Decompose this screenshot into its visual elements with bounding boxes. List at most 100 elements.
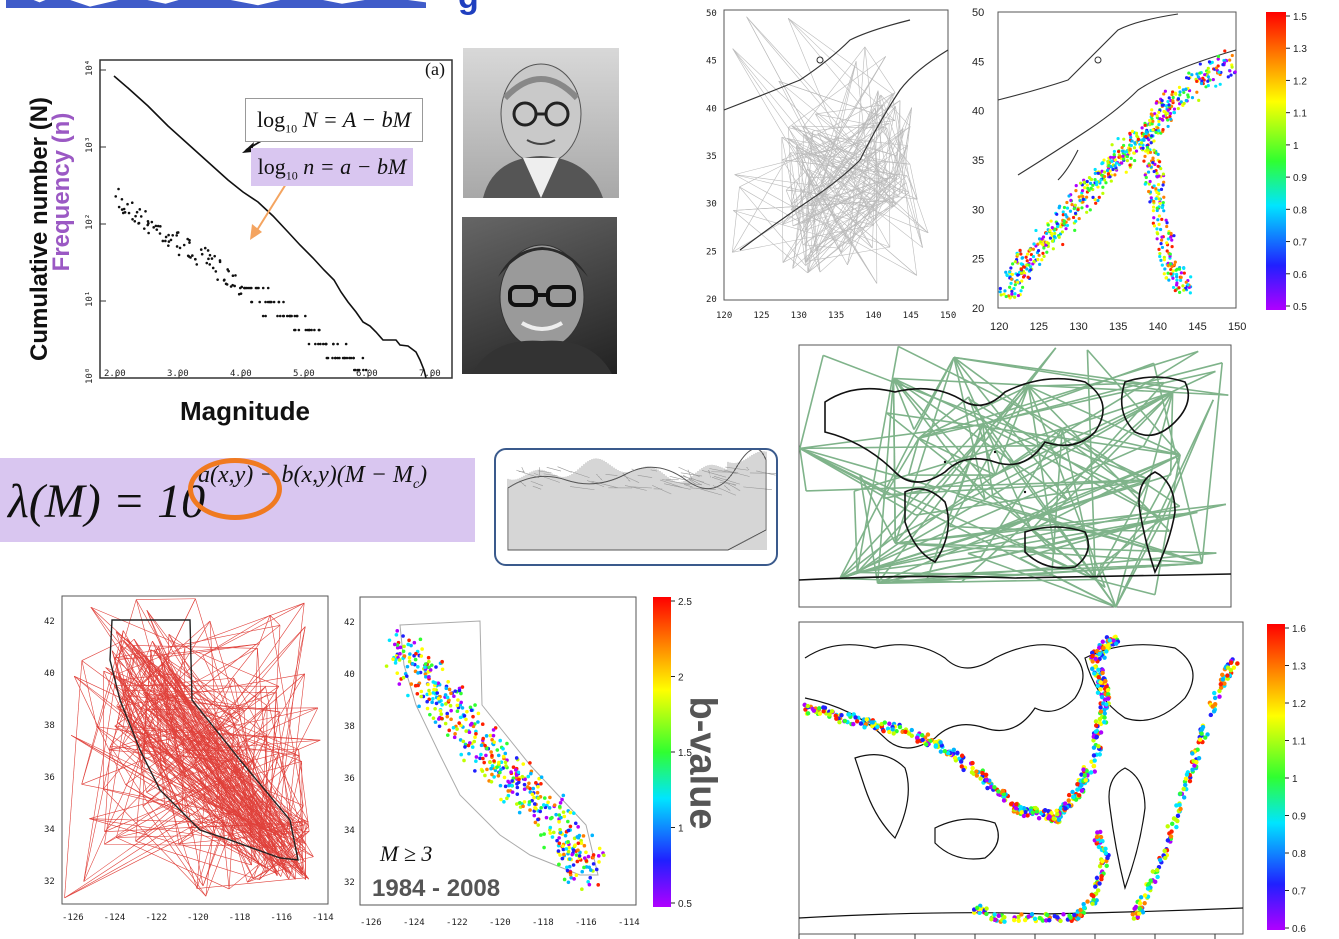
bvalue-point xyxy=(582,865,586,870)
map-xtick: 145 xyxy=(903,311,919,321)
bvalue-point xyxy=(1097,716,1103,722)
frequency-point xyxy=(210,257,214,260)
frequency-point xyxy=(231,283,234,287)
map-ytick: 25 xyxy=(972,254,984,266)
bvalue-point xyxy=(465,709,469,714)
bvalue-point xyxy=(1031,254,1036,259)
bvalue-point xyxy=(1152,199,1156,203)
bvalue-point xyxy=(1087,175,1092,180)
bvalue-point xyxy=(1113,641,1119,646)
bvalue-point xyxy=(1007,270,1012,274)
bvalue-point xyxy=(473,703,477,707)
bvalue-point xyxy=(1141,146,1145,150)
bvalue-point xyxy=(536,796,541,800)
bvalue-point xyxy=(1083,186,1087,190)
bvalue-point xyxy=(1097,881,1102,886)
bvalue-point xyxy=(479,752,483,757)
map-xtick: -118 xyxy=(532,918,554,928)
frequency-point xyxy=(133,220,137,223)
bvalue-point xyxy=(1150,869,1155,874)
bvalue-point xyxy=(542,845,546,850)
colorbar-label: 1.2 xyxy=(1292,699,1306,710)
bvalue-point xyxy=(453,689,458,693)
bvalue-point xyxy=(416,664,420,669)
bvalue-point xyxy=(887,721,892,726)
frequency-point xyxy=(278,314,282,318)
bvalue-point xyxy=(564,847,569,851)
law-frequency-sub: 10 xyxy=(285,168,298,183)
bvalue-point xyxy=(1072,912,1077,918)
bvalue-point xyxy=(1179,100,1183,104)
bvalue-point xyxy=(575,835,580,839)
bvalue-point xyxy=(1096,185,1100,189)
bvalue-point xyxy=(1216,54,1221,58)
bvalue-point xyxy=(532,813,537,818)
bvalue-point xyxy=(1186,283,1190,287)
xlabel-magnitude: Magnitude xyxy=(180,396,310,426)
bvalue-point xyxy=(1013,292,1017,296)
bvalue-point xyxy=(1104,684,1109,689)
frequency-point xyxy=(135,210,139,214)
frequency-point xyxy=(152,226,155,229)
bvalue-point xyxy=(448,703,453,708)
frequency-point xyxy=(205,261,209,265)
bvalue-point xyxy=(561,793,566,798)
bvalue-point xyxy=(426,675,431,679)
bvalue-point xyxy=(588,875,593,880)
bvalue-point xyxy=(1151,119,1155,123)
bvalue-point xyxy=(890,727,895,732)
bvalue-point xyxy=(558,804,562,809)
bvalue-point xyxy=(1132,906,1137,911)
bvalue-point xyxy=(817,711,823,716)
bvalue-point xyxy=(1151,209,1156,213)
bvalue-point xyxy=(525,785,530,789)
bvalue-point xyxy=(401,675,406,680)
bvalue-point xyxy=(834,716,839,721)
bvalue-point xyxy=(1110,143,1114,147)
bvalue-point xyxy=(511,776,516,780)
bvalue-point xyxy=(392,642,397,647)
bvalue-point xyxy=(1160,206,1165,210)
japan-bvalue-map: 120 125 130 135 140 145 150 50 45 40 35 30 25 20 1.5 1… xyxy=(958,0,1339,340)
bvalue-point xyxy=(1040,918,1046,923)
bvalue-point xyxy=(1094,183,1099,187)
bvalue-point xyxy=(436,681,441,685)
bvalue-point xyxy=(1078,181,1083,185)
bvalue-point xyxy=(1133,141,1137,145)
bvalue-point xyxy=(1220,677,1226,682)
frequency-point xyxy=(250,300,253,304)
bvalue-point xyxy=(875,724,880,729)
bvalue-point xyxy=(1174,272,1179,276)
bvalue-point xyxy=(516,770,521,775)
bvalue-point xyxy=(523,777,527,782)
slide-title-fragment: g xyxy=(0,0,520,24)
bvalue-point xyxy=(909,727,914,733)
frequency-point xyxy=(266,286,270,290)
bvalue-point xyxy=(980,770,985,776)
bvalue-point xyxy=(437,724,442,729)
bvalue-point xyxy=(591,862,596,866)
bvalue-point xyxy=(1166,271,1170,275)
bvalue-point xyxy=(481,756,485,761)
bvalue-point xyxy=(568,824,573,829)
bvalue-point xyxy=(1082,180,1086,184)
bvalue-point xyxy=(1019,912,1024,917)
bvalue-point xyxy=(1145,145,1150,150)
bvalue-point xyxy=(959,764,964,769)
bvalue-point xyxy=(1142,901,1147,906)
colorbar-label: 0.6 xyxy=(1292,924,1306,935)
bvalue-point xyxy=(827,712,832,717)
bvalue-point xyxy=(1230,53,1234,58)
frequency-point xyxy=(344,342,348,346)
bvalue-point xyxy=(445,714,450,719)
bvalue-point xyxy=(436,717,441,721)
bvalue-point xyxy=(1038,262,1042,266)
bvalue-point xyxy=(1085,195,1089,199)
bvalue-point xyxy=(1042,246,1046,250)
bvalue-point xyxy=(914,735,920,740)
frequency-point xyxy=(191,254,194,257)
bvalue-point xyxy=(1107,638,1112,643)
bvalue-point xyxy=(398,651,402,656)
bvalue-point xyxy=(1175,275,1179,279)
bvalue-point xyxy=(1128,163,1132,167)
